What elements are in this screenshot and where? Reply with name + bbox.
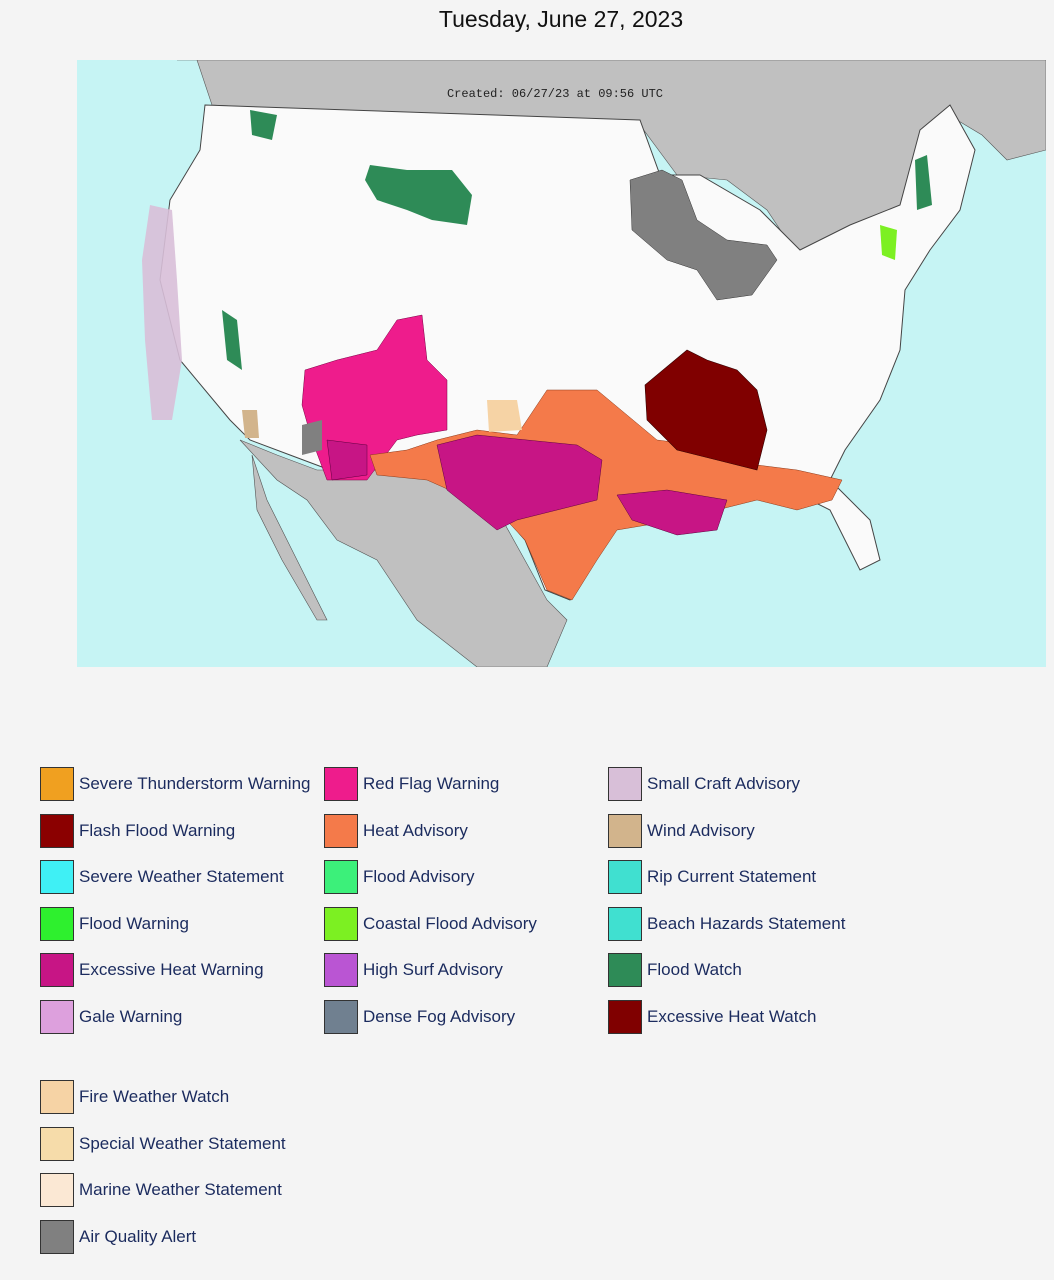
legend-item: Wind Advisory [608, 813, 755, 849]
legend-item: Excessive Heat Watch [608, 999, 816, 1035]
legend-item: Rip Current Statement [608, 859, 816, 895]
legend-label: Air Quality Alert [79, 1226, 197, 1246]
created-timestamp: Created: 06/27/23 at 09:56 UTC [447, 87, 663, 101]
excessive-heat-area [326, 434, 728, 536]
legend-label: Coastal Flood Advisory [363, 913, 537, 933]
legend-item: Flash Flood Warning [40, 813, 235, 849]
legend-label: Rip Current Statement [647, 867, 817, 886]
legend-label: Flood Warning [79, 913, 189, 933]
wind-advisory-area [242, 410, 259, 438]
legend-label: Fire Weather Watch [79, 1087, 230, 1106]
legend-label: Marine Weather Statement [79, 1180, 282, 1199]
legend-item: Marine Weather Statement [40, 1172, 282, 1208]
page-title: Tuesday, June 27, 2023 [438, 6, 684, 32]
legend-label: Small Craft Advisory [647, 774, 801, 793]
legend-swatch [40, 1219, 74, 1254]
legend-label: Special Weather Statement [79, 1133, 286, 1153]
legend-label: Beach Hazards Statement [647, 913, 846, 933]
legend-swatch [324, 813, 358, 848]
fire-weather-area [487, 400, 522, 432]
legend-swatch [608, 860, 642, 894]
legend-item: Coastal Flood Advisory [324, 906, 537, 942]
red-flag-area [301, 314, 448, 481]
legend-swatch [40, 906, 74, 941]
legend-item: Flood Advisory [324, 859, 475, 895]
legend-swatch [608, 999, 642, 1034]
legend-label: Excessive Heat Watch [647, 1006, 817, 1026]
legend-swatch [40, 999, 74, 1034]
legend-item: Flood Watch [608, 952, 742, 988]
legend-label: Flood Watch [647, 960, 742, 979]
legend-label: Flash Flood Warning [79, 820, 236, 840]
air-quality-area [629, 169, 778, 301]
legend-item: Beach Hazards Statement [608, 906, 845, 942]
legend-item: Excessive Heat Warning [40, 952, 264, 988]
coastal-flood-area [880, 225, 897, 260]
legend-label: High Surf Advisory [363, 960, 503, 979]
legend-label: Gale Warning [79, 1006, 183, 1026]
legend-label: Dense Fog Advisory [363, 1006, 516, 1026]
legend-swatch [608, 813, 642, 848]
legend-swatch [40, 1080, 74, 1114]
legend-label: Severe Thunderstorm Warning [79, 774, 311, 793]
legend-item: Fire Weather Watch [40, 1079, 229, 1115]
legend-swatch [40, 860, 74, 894]
excessive-heat-watch-area [644, 349, 768, 471]
legend-item: Air Quality Alert [40, 1219, 196, 1255]
legend-swatch [608, 767, 642, 801]
legend-item: Dense Fog Advisory [324, 999, 515, 1035]
legend-label: Flood Advisory [363, 867, 475, 886]
legend-item: High Surf Advisory [324, 952, 503, 988]
legend-label: Excessive Heat Warning [79, 960, 264, 979]
legend-item: Severe Weather Statement [40, 859, 284, 895]
legend-label: Heat Advisory [363, 820, 468, 840]
legend-swatch [40, 1173, 74, 1207]
legend-swatch [324, 953, 358, 987]
air-quality-area [302, 420, 322, 455]
legend-swatch [40, 1126, 74, 1161]
legend-label: Severe Weather Statement [79, 867, 284, 886]
legend-swatch [608, 906, 642, 941]
legend-label: Wind Advisory [647, 820, 755, 840]
legend-swatch [608, 953, 642, 987]
legend-swatch [40, 953, 74, 987]
legend-swatch [40, 813, 74, 848]
legend-item: Small Craft Advisory [608, 766, 800, 802]
legend-swatch [40, 767, 74, 801]
legend-swatch [324, 767, 358, 801]
small-craft-zone [142, 205, 182, 420]
legend-item: Red Flag Warning [324, 766, 499, 802]
legend-item: Severe Thunderstorm Warning [40, 766, 311, 802]
legend-swatch [324, 906, 358, 941]
legend-swatch [324, 860, 358, 894]
legend-item: Heat Advisory [324, 813, 468, 849]
legend-label: Red Flag Warning [363, 774, 500, 793]
legend-swatch [324, 999, 358, 1034]
legend-item: Gale Warning [40, 999, 182, 1035]
alert-map: Created: 06/27/23 at 09:56 UTC [77, 60, 1046, 667]
legend-item: Flood Warning [40, 906, 189, 942]
flood-watch-area [365, 165, 472, 225]
legend-item: Special Weather Statement [40, 1126, 286, 1162]
